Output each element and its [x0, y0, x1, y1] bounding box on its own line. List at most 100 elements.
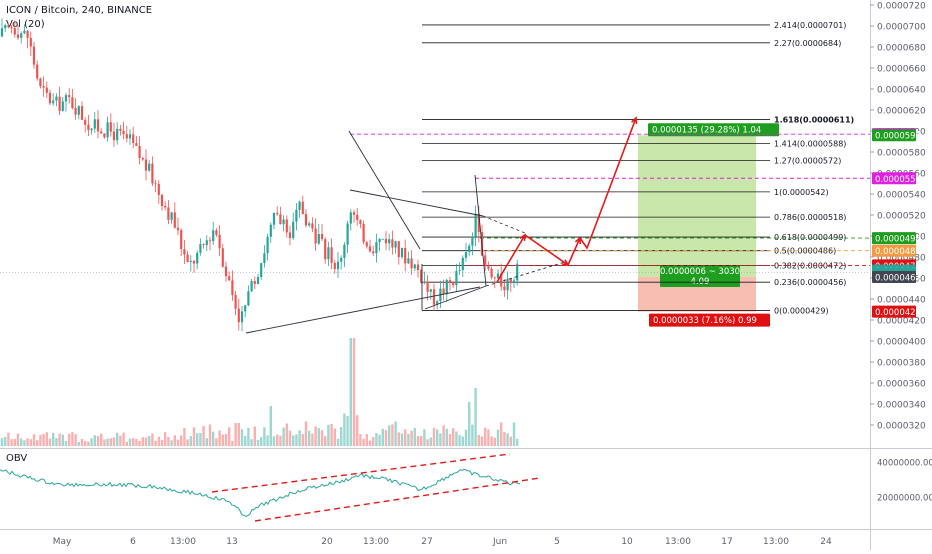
candle-body [388, 239, 391, 244]
volume-bar [404, 429, 407, 446]
candle-body [400, 248, 404, 258]
fib-level-label: 0.786(0.0000518) [774, 213, 846, 222]
support-trendline [245, 286, 481, 334]
candle-body [4, 25, 7, 29]
candle-body [260, 263, 263, 277]
candle-body [516, 263, 519, 281]
price-tick-label: 0.0000520 [877, 212, 926, 222]
volume-bar [384, 430, 388, 446]
fib-extension[interactable]: 2.414(0.0000701) 2.27(0.0000684) 1.618(0.0… [0, 21, 870, 316]
volume-bar [0, 438, 4, 446]
volume-bar [247, 427, 250, 446]
volume-bar [327, 424, 330, 446]
volume-bar [10, 439, 13, 446]
candle-body [10, 27, 13, 29]
projection-arrowhead [631, 116, 638, 125]
candle-body [490, 268, 493, 278]
volume-bar [64, 440, 68, 446]
volume-bar [400, 433, 404, 446]
time-label: Jun [492, 537, 507, 547]
time-label: 27 [421, 537, 432, 547]
symbol-title[interactable]: ICON / Bitcoin, 240, BINANCE [6, 5, 152, 16]
candle-body [16, 34, 20, 38]
trendline-drawings[interactable] [245, 130, 566, 334]
price-axis[interactable]: 0.0000720 0.0000700 0.0000680 0.0000660 0.00… [870, 2, 926, 432]
candle-body [77, 106, 80, 115]
volume-bar [375, 433, 378, 446]
candle-body [196, 252, 199, 264]
price-tick-label: 0.0000640 [877, 86, 926, 96]
time-label: 13 [226, 537, 237, 547]
volume-bar [343, 413, 346, 446]
candle-body [349, 212, 352, 224]
candle-body [128, 134, 132, 139]
volume-bar [432, 427, 436, 446]
volume-bar [356, 415, 359, 446]
candle-body [410, 258, 413, 269]
volume-bar [221, 434, 224, 446]
candle-body [282, 219, 285, 225]
candle-body [304, 214, 308, 226]
volume-bar [148, 435, 151, 446]
candle-body [512, 280, 516, 284]
volume-bar [253, 426, 256, 446]
price-badge-label: 0.0000498 [875, 235, 921, 245]
volume-bar [336, 438, 340, 446]
candle-body [84, 119, 87, 125]
candle-body [231, 280, 234, 295]
volume-bar [477, 434, 480, 446]
volume-bar [224, 433, 228, 446]
volume-bar [186, 439, 189, 446]
candle-body [330, 247, 333, 263]
volume-bar [7, 432, 10, 446]
candle-body [397, 241, 400, 258]
volume-bar [205, 438, 208, 446]
candle-body [20, 33, 23, 38]
candle-body [381, 238, 384, 240]
volume-bar [493, 437, 496, 446]
candle-body [42, 86, 45, 88]
volume-bar [426, 439, 429, 446]
candle-body [436, 301, 439, 305]
candle-body [167, 207, 170, 220]
time-label: 5 [554, 537, 560, 547]
candle-body [80, 106, 84, 120]
candle-body [487, 266, 490, 269]
fib-level-label: 0(0.0000429) [774, 307, 829, 316]
volume-bar [20, 438, 23, 446]
volume-bar [256, 439, 260, 446]
obv-tick-label: 20000000.0000 [877, 494, 932, 504]
fib-level-label: 2.27(0.0000684) [774, 39, 841, 48]
wedge-upper-line [349, 189, 484, 217]
price-badge-bg [872, 172, 916, 185]
candle-body [263, 253, 266, 264]
volume-bar [103, 439, 106, 446]
fib-level-label: 0.236(0.0000456) [774, 278, 846, 287]
target-zone [638, 135, 756, 277]
time-label: May [53, 537, 72, 547]
volume-bar [295, 434, 298, 446]
price-badge-bg [872, 232, 916, 245]
candle-body [493, 277, 496, 279]
candle-body [29, 37, 32, 47]
projection-path[interactable] [496, 116, 638, 283]
price-badge-label: 0.0000596 [875, 132, 921, 142]
volume-bar [458, 435, 461, 446]
obv-indicator [0, 453, 541, 522]
volume-bar [100, 433, 103, 446]
volume-bar [516, 438, 519, 446]
volume-bar [452, 428, 455, 446]
volume-label[interactable]: Vol (20) [6, 19, 45, 30]
candle-body [36, 64, 39, 79]
price-tick-label: 0.0000420 [877, 317, 926, 327]
volume-bar [397, 432, 400, 446]
volume-bar [80, 438, 84, 446]
volume-bar [68, 433, 71, 446]
obv-label[interactable]: OBV [6, 453, 27, 464]
price-badge-bg [872, 244, 916, 257]
volume-bar [372, 437, 375, 446]
time-axis[interactable]: May 6 13:00 13 20 13:00 27 Jun 5 10 13:00 17 13:00 24 [53, 537, 832, 547]
volume-bar [416, 436, 420, 446]
volume-bar [429, 437, 432, 446]
position-zones[interactable]: 0.0000135 (29.28%) 1.04 0.0000033 (7.16%)… [638, 123, 779, 327]
